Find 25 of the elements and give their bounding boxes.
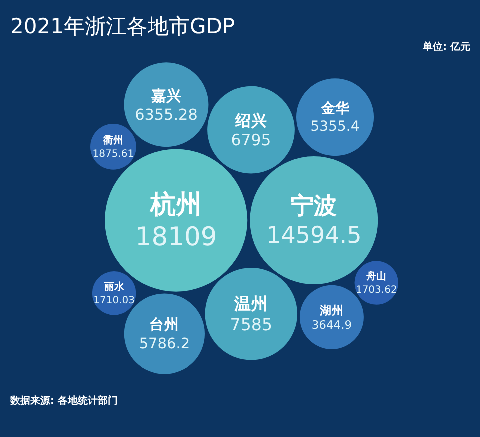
category-label: 湖州	[318, 304, 344, 318]
data-label: 5355.4	[310, 119, 360, 136]
category-label: 宁波	[291, 192, 338, 220]
data-label: 5786.2	[139, 336, 190, 352]
category-label: 温州	[233, 294, 268, 314]
category-label: 丽水	[103, 280, 126, 293]
data-label: 7585	[230, 316, 272, 335]
data-label: 3644.9	[312, 318, 352, 332]
data-label: 1710.03	[94, 295, 135, 306]
data-label: 18109	[135, 222, 218, 252]
data-label: 1703.62	[356, 285, 398, 296]
category-label: 衢州	[102, 134, 124, 146]
category-label: 嘉兴	[151, 86, 182, 105]
category-label: 舟山	[366, 270, 387, 283]
data-label: 1875.61	[92, 148, 134, 160]
category-label: 台州	[150, 316, 180, 334]
data-label: 14594.5	[266, 222, 362, 249]
category-label: 绍兴	[234, 111, 268, 130]
text: 单位: 亿元	[422, 41, 471, 53]
text: 2021年浙江各地市GDP	[10, 14, 236, 38]
data-label: 6355.28	[135, 106, 198, 124]
data-label: 6795	[231, 130, 272, 150]
source-note: 数据来源: 各地统计部门	[10, 395, 118, 407]
category-label: 杭州	[149, 190, 202, 220]
category-label: 金华	[320, 100, 350, 117]
